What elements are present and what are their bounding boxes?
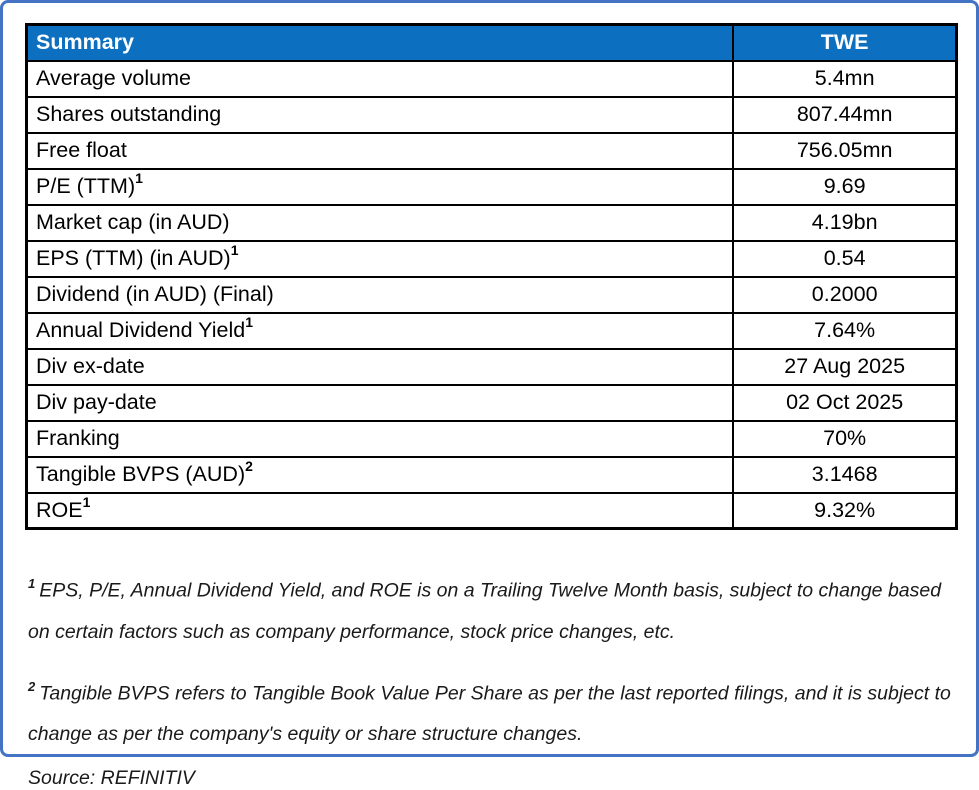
metric-label: P/E (TTM)1 <box>25 167 735 206</box>
table-row: Dividend (in AUD) (Final) 0.2000 <box>25 275 958 314</box>
metric-label-text: Tangible BVPS (AUD) <box>36 462 246 486</box>
footnote-1: 1 EPS, P/E, Annual Dividend Yield, and RO… <box>28 564 956 653</box>
table-row: P/E (TTM)1 9.69 <box>25 167 958 206</box>
footnote-marker: 2 <box>245 457 253 474</box>
table-row: Annual Dividend Yield1 7.64% <box>25 311 958 350</box>
table-row: Average volume 5.4mn <box>25 59 958 98</box>
metric-label-text: Dividend (in AUD) (Final) <box>36 282 274 306</box>
metric-value: 3.1468 <box>732 455 958 494</box>
metric-value: 7.64% <box>732 311 958 350</box>
metric-label-text: Market cap (in AUD) <box>36 210 230 234</box>
metric-label-text: ROE <box>36 497 83 522</box>
footnote-1-marker: 1 <box>28 576 36 591</box>
table-header-row: Summary TWE <box>25 23 958 62</box>
metric-value: 4.19bn <box>732 203 958 242</box>
table-row: Market cap (in AUD) 4.19bn <box>25 203 958 242</box>
metric-label: Div ex-date <box>25 347 735 386</box>
table-row: Div pay-date 02 Oct 2025 <box>25 383 958 422</box>
footnote-marker: 1 <box>82 493 91 510</box>
metric-label: Tangible BVPS (AUD)2 <box>25 455 735 494</box>
source-attribution: Source: REFINITIV <box>28 767 195 789</box>
footnote-marker: 1 <box>245 313 253 330</box>
metric-label-text: EPS (TTM) (in AUD) <box>36 246 231 270</box>
metric-label: Annual Dividend Yield1 <box>25 311 735 350</box>
metric-value: 9.32% <box>732 491 958 530</box>
metric-label-text: Shares outstanding <box>36 102 222 126</box>
metric-label-text: Average volume <box>36 66 191 90</box>
table-row: EPS (TTM) (in AUD)1 0.54 <box>25 239 958 278</box>
table-row: Franking 70% <box>25 419 958 458</box>
metric-value: 0.2000 <box>732 275 958 314</box>
metric-value: 756.05mn <box>732 131 958 170</box>
metric-label: Market cap (in AUD) <box>25 203 735 242</box>
metric-label: Average volume <box>25 59 735 98</box>
footnote-2: 2 Tangible BVPS refers to Tangible Book V… <box>28 667 956 756</box>
metric-value: 27 Aug 2025 <box>732 347 958 386</box>
footnote-marker: 1 <box>230 241 239 258</box>
footnotes-section: 1 EPS, P/E, Annual Dividend Yield, and RO… <box>28 564 956 790</box>
metric-value: 0.54 <box>732 239 958 278</box>
metric-label-text: Franking <box>36 426 120 450</box>
table-row: Free float 756.05mn <box>25 131 958 170</box>
metric-label-text: Div pay-date <box>36 390 157 414</box>
metric-label: ROE1 <box>25 491 735 530</box>
footnote-2-marker: 2 <box>28 678 36 694</box>
metric-label-text: Annual Dividend Yield <box>36 318 246 342</box>
table-row: Tangible BVPS (AUD)2 3.1468 <box>25 455 958 494</box>
metric-label-text: Div ex-date <box>36 354 145 378</box>
metric-label-text: P/E (TTM) <box>36 174 136 198</box>
metric-value: 70% <box>732 419 958 458</box>
metric-label: EPS (TTM) (in AUD)1 <box>25 239 735 278</box>
metric-value: 9.69 <box>732 167 958 206</box>
metric-label: Franking <box>25 419 735 458</box>
metric-label-text: Free float <box>36 138 127 162</box>
metric-label: Dividend (in AUD) (Final) <box>25 275 735 314</box>
metric-label: Shares outstanding <box>25 95 735 134</box>
footnote-1-text: EPS, P/E, Annual Dividend Yield, and ROE… <box>28 579 942 643</box>
table-row: ROE1 9.32% <box>25 491 958 530</box>
metric-label: Free float <box>25 131 735 170</box>
metric-value: 5.4mn <box>732 59 958 98</box>
footnote-2-text: Tangible BVPS refers to Tangible Book Va… <box>28 682 951 745</box>
table-row: Div ex-date 27 Aug 2025 <box>25 347 958 386</box>
summary-table: Summary TWE Average volume 5.4mn Shares … <box>25 23 958 530</box>
metric-value: 807.44mn <box>732 95 958 134</box>
footnote-marker: 1 <box>135 169 143 186</box>
table-title: Summary <box>25 23 735 62</box>
metric-label: Div pay-date <box>25 383 735 422</box>
metric-value: 02 Oct 2025 <box>732 383 958 422</box>
table-row: Shares outstanding 807.44mn <box>25 95 958 134</box>
ticker-header: TWE <box>732 23 958 62</box>
